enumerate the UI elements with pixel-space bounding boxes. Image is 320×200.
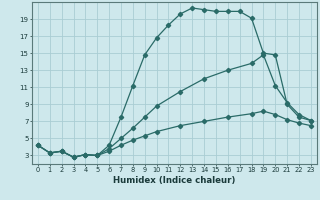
X-axis label: Humidex (Indice chaleur): Humidex (Indice chaleur) [113, 176, 236, 185]
